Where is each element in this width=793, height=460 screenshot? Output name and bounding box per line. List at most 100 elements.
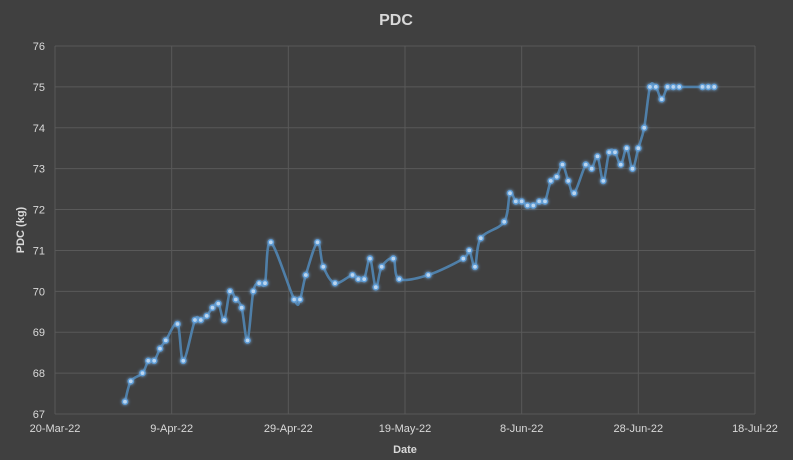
data-point (267, 238, 275, 246)
x-axis-title: Date (393, 444, 417, 456)
data-point (559, 161, 566, 168)
x-tick-label: 28-Jun-22 (614, 423, 664, 435)
data-point (290, 296, 298, 303)
data-points (121, 83, 718, 406)
data-point (197, 316, 205, 324)
data-point (605, 148, 613, 156)
y-tick-label: 69 (33, 327, 45, 339)
y-axis-ticks: 67 68 69 70 71 72 73 74 75 76 (33, 41, 45, 421)
data-point (319, 263, 327, 271)
data-point (705, 83, 712, 91)
data-point (139, 369, 146, 377)
data-point (354, 275, 362, 283)
data-point (302, 271, 310, 279)
y-axis-title: PDC (kg) (15, 206, 27, 253)
data-point (378, 263, 386, 271)
data-point (465, 247, 473, 254)
data-point (646, 83, 654, 91)
data-point (547, 177, 555, 185)
x-tick-label: 8-Jun-22 (500, 423, 543, 435)
data-point (565, 177, 572, 185)
data-point (471, 263, 479, 271)
data-point (553, 173, 561, 181)
data-point (500, 218, 508, 226)
data-point (635, 144, 642, 152)
gridlines (54, 45, 756, 415)
data-point (570, 189, 578, 197)
data-point (296, 296, 304, 303)
data-point (629, 165, 636, 172)
x-tick-label: 18-Jul-22 (732, 423, 778, 435)
y-tick-label: 68 (33, 368, 45, 380)
y-tick-label: 70 (33, 286, 45, 298)
chart-title: PDC (379, 12, 413, 29)
data-point (652, 83, 660, 91)
data-point (144, 357, 152, 365)
data-point (530, 202, 537, 209)
data-point (121, 398, 129, 406)
data-point (594, 153, 601, 160)
data-point (214, 300, 222, 307)
data-point (588, 165, 596, 172)
data-point (670, 83, 677, 91)
data-point (372, 283, 380, 291)
data-point (459, 255, 467, 262)
data-point (366, 255, 374, 262)
data-point (249, 287, 257, 295)
data-point (226, 287, 234, 295)
data-point (150, 357, 158, 365)
data-point (710, 83, 718, 91)
data-point (179, 357, 187, 365)
data-point (617, 161, 625, 168)
data-point (255, 279, 263, 287)
data-point (209, 304, 216, 312)
data-point (203, 312, 210, 320)
y-tick-label: 73 (33, 164, 45, 176)
data-point (244, 337, 251, 344)
data-point (424, 271, 432, 279)
data-point (238, 304, 245, 312)
data-point (156, 345, 164, 352)
data-point (699, 83, 706, 91)
data-point (261, 279, 269, 287)
data-point (611, 148, 619, 156)
data-point (191, 316, 199, 324)
data-point (360, 275, 368, 283)
data-point (582, 161, 590, 168)
data-point (331, 279, 339, 287)
data-point (506, 189, 514, 197)
data-point (535, 198, 543, 205)
data-point (389, 255, 397, 262)
data-point (232, 296, 240, 303)
data-point (174, 320, 181, 328)
data-point (477, 234, 485, 242)
data-point (127, 377, 135, 385)
data-point (664, 83, 671, 91)
data-point (623, 144, 631, 152)
data-point (349, 271, 356, 279)
data-point (395, 275, 403, 283)
y-tick-label: 74 (33, 123, 45, 135)
data-point (541, 198, 549, 205)
data-point (518, 198, 526, 205)
x-axis-ticks: 20-Mar-22 9-Apr-22 29-Apr-22 19-May-22 8-Jun… (30, 423, 778, 435)
data-point (512, 198, 520, 205)
y-tick-label: 75 (33, 82, 45, 94)
x-tick-label: 19-May-22 (379, 423, 432, 435)
y-tick-label: 76 (33, 41, 45, 53)
y-tick-label: 71 (33, 245, 45, 257)
data-point (524, 202, 531, 209)
data-point (314, 238, 321, 246)
y-tick-label: 67 (33, 409, 45, 421)
data-point (600, 177, 607, 185)
data-point (675, 83, 683, 91)
x-tick-label: 20-Mar-22 (30, 423, 81, 435)
data-point (658, 95, 666, 103)
data-point (162, 337, 170, 344)
x-tick-label: 9-Apr-22 (150, 423, 193, 435)
data-point (220, 316, 228, 324)
y-tick-label: 72 (33, 205, 45, 217)
x-tick-label: 29-Apr-22 (264, 423, 313, 435)
